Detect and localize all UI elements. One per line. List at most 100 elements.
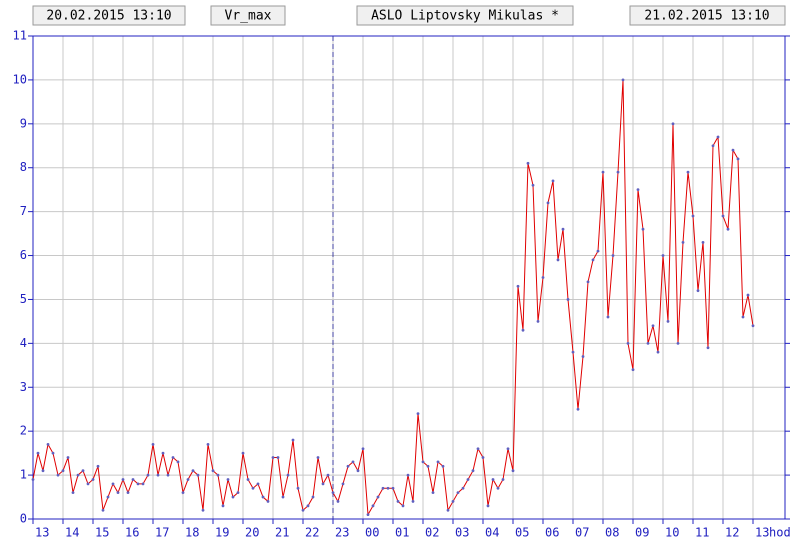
data-point bbox=[656, 350, 660, 354]
data-point bbox=[526, 161, 530, 165]
y-tick-label: 8 bbox=[20, 160, 27, 174]
header-box bbox=[210, 5, 286, 26]
data-point bbox=[176, 460, 180, 464]
data-point bbox=[191, 469, 195, 473]
data-point bbox=[406, 473, 410, 477]
data-point bbox=[546, 201, 550, 205]
data-point bbox=[476, 447, 480, 451]
data-point bbox=[146, 473, 150, 477]
data-point bbox=[246, 478, 250, 481]
x-tick-label: 20 bbox=[245, 526, 259, 540]
y-tick-label: 10 bbox=[13, 72, 27, 86]
data-point bbox=[91, 478, 95, 481]
data-point bbox=[541, 276, 545, 279]
data-point bbox=[131, 478, 135, 481]
data-point bbox=[521, 328, 525, 332]
data-point bbox=[141, 482, 145, 486]
data-point bbox=[561, 227, 565, 231]
data-point bbox=[586, 280, 590, 284]
data-point bbox=[361, 447, 365, 451]
data-point bbox=[631, 368, 635, 372]
data-point bbox=[356, 469, 360, 473]
header-box bbox=[356, 5, 574, 26]
data-point bbox=[636, 188, 640, 192]
data-point bbox=[721, 214, 725, 218]
data-point bbox=[626, 341, 630, 345]
data-point bbox=[691, 214, 695, 218]
data-point bbox=[71, 491, 75, 495]
data-point bbox=[351, 460, 355, 464]
x-tick-label: 03 bbox=[455, 526, 469, 540]
data-point bbox=[746, 293, 750, 297]
x-tick-label: 18 bbox=[185, 526, 199, 540]
data-point bbox=[641, 227, 645, 231]
data-point bbox=[506, 447, 510, 451]
data-point bbox=[241, 451, 245, 455]
data-point bbox=[726, 227, 730, 231]
x-tick-label: 07 bbox=[575, 526, 589, 540]
data-point bbox=[616, 170, 620, 174]
header-box bbox=[32, 5, 186, 26]
data-point bbox=[441, 464, 445, 468]
data-point bbox=[701, 240, 705, 244]
y-tick-label: 6 bbox=[20, 248, 27, 262]
y-tick-label: 1 bbox=[20, 468, 27, 482]
data-point bbox=[301, 508, 305, 512]
data-point bbox=[671, 122, 675, 126]
data-point bbox=[251, 486, 255, 490]
data-point bbox=[56, 473, 60, 477]
data-point bbox=[591, 258, 595, 262]
data-point bbox=[226, 478, 230, 481]
x-tick-label: 06 bbox=[545, 526, 559, 540]
data-point bbox=[201, 508, 205, 512]
y-tick-label: 9 bbox=[20, 116, 27, 130]
data-point bbox=[596, 249, 600, 253]
data-point bbox=[41, 469, 45, 473]
data-point bbox=[431, 491, 435, 495]
data-point bbox=[536, 320, 540, 323]
data-point bbox=[341, 482, 345, 486]
data-point bbox=[336, 500, 340, 503]
data-point bbox=[426, 464, 430, 468]
data-point bbox=[86, 482, 90, 486]
data-point bbox=[331, 491, 335, 495]
y-tick-label: 5 bbox=[20, 292, 27, 306]
data-point bbox=[166, 473, 170, 477]
data-point bbox=[381, 486, 385, 490]
data-point bbox=[186, 478, 190, 481]
x-tick-label: 13 bbox=[755, 526, 769, 540]
data-point bbox=[281, 495, 285, 499]
station: ASLO Liptovsky Mikulas * bbox=[371, 9, 559, 24]
x-tick-label: 02 bbox=[425, 526, 439, 540]
data-point bbox=[296, 486, 300, 490]
data-point bbox=[221, 504, 225, 508]
data-point bbox=[291, 438, 295, 442]
data-point bbox=[171, 456, 175, 459]
x-tick-label: 10 bbox=[665, 526, 679, 540]
data-point bbox=[751, 324, 755, 328]
x-tick-label: 05 bbox=[515, 526, 529, 540]
data-point bbox=[736, 157, 740, 161]
data-point bbox=[46, 442, 50, 446]
data-point bbox=[436, 460, 440, 464]
y-tick-label: 11 bbox=[13, 29, 27, 43]
data-point bbox=[111, 482, 115, 486]
data-point bbox=[516, 284, 520, 288]
x-tick-label: 00 bbox=[365, 526, 379, 540]
data-point bbox=[696, 289, 700, 293]
data-point bbox=[96, 464, 100, 468]
data-point bbox=[706, 346, 710, 350]
data-point bbox=[741, 315, 745, 319]
plot-frame bbox=[32, 35, 786, 520]
data-point bbox=[606, 315, 610, 319]
data-point bbox=[266, 500, 270, 503]
data-point bbox=[491, 478, 495, 481]
data-point bbox=[421, 460, 425, 464]
data-point bbox=[106, 495, 110, 499]
data-point bbox=[376, 495, 380, 499]
data-point bbox=[156, 473, 160, 477]
data-point bbox=[51, 451, 55, 455]
data-point bbox=[411, 500, 415, 503]
data-point bbox=[466, 478, 470, 481]
data-point bbox=[231, 495, 235, 499]
